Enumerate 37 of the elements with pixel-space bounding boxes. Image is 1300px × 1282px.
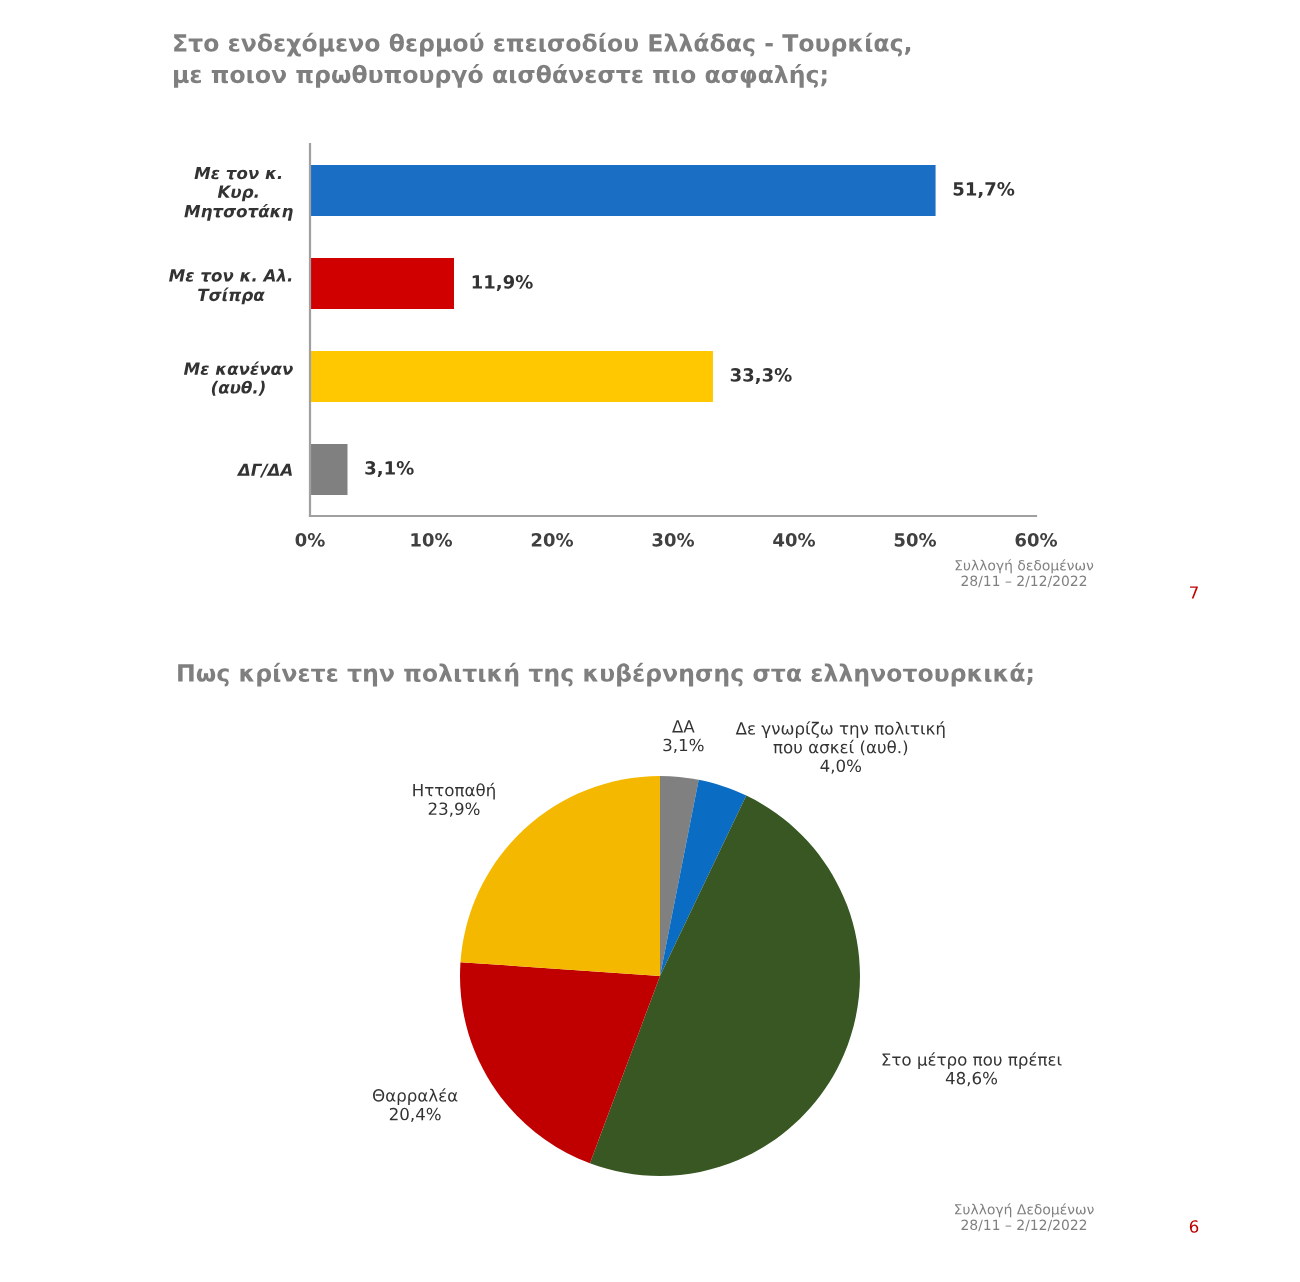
x-tick-label: 60%: [1015, 532, 1058, 547]
pie-slice: [460, 962, 660, 1164]
data-label: 51,7%: [953, 182, 1015, 199]
x-tick-label: 20%: [531, 532, 574, 547]
pie-slice: [660, 776, 699, 976]
y-tick-label: Με κανέναν (αυθ.): [183, 361, 293, 396]
data-label: 4,0%: [820, 759, 862, 774]
data-label: 3,1%: [663, 738, 704, 754]
y-tick-label: ΔΓ/ΔΑ: [236, 463, 292, 478]
bar: [310, 443, 348, 496]
slice-label: Ηττοπαθή: [413, 782, 495, 800]
data-label: 48,6%: [945, 1071, 998, 1087]
y-tick-label: Με τον κ. Αλ. Τσίπρα: [169, 268, 292, 305]
slice-label: ΔΑ: [672, 720, 695, 733]
pie-slice: [660, 779, 747, 976]
text: 7: [1190, 586, 1198, 599]
data-label: 11,9%: [472, 275, 533, 292]
chart-title: Στο ενδεχόμενο θερμού επεισοδίου Ελλάδας - Τουρκίας, με ποιον πρωθυπουργό αισθάνεστε πιο ασφαλής;: [174, 32, 911, 88]
x-tick-label: 10%: [411, 532, 453, 547]
y-tick-label: Με τον κ. Κυρ. Μητσοτάκη: [184, 166, 293, 221]
x-tick-label: 30%: [652, 532, 695, 547]
data-label: 20,4%: [389, 1107, 441, 1123]
bar: [310, 350, 713, 403]
chart-title: Πως κρίνετε την πολιτική της κυβέρνησης στα ελληνοτουρκικά;: [178, 662, 1033, 687]
pie-slice: [589, 795, 860, 1176]
data-label: 33,3%: [730, 368, 792, 385]
data-label: 3,1%: [365, 461, 414, 478]
x-tick-label: 40%: [773, 532, 816, 547]
data-label: 23,9%: [428, 802, 480, 817]
x-tick-label: 0%: [295, 532, 325, 547]
text: 6: [1189, 1220, 1199, 1233]
x-tick-label: 50%: [894, 532, 937, 547]
bar: [310, 257, 454, 310]
bar: [310, 164, 936, 217]
slice-label: Θαρραλέα: [372, 1088, 458, 1105]
slice-label: Δε γνωρίζω την πολιτική που ασκεί (αυθ.): [735, 721, 945, 756]
slice-label: Στο μέτρο που πρέπει: [882, 1052, 1062, 1069]
